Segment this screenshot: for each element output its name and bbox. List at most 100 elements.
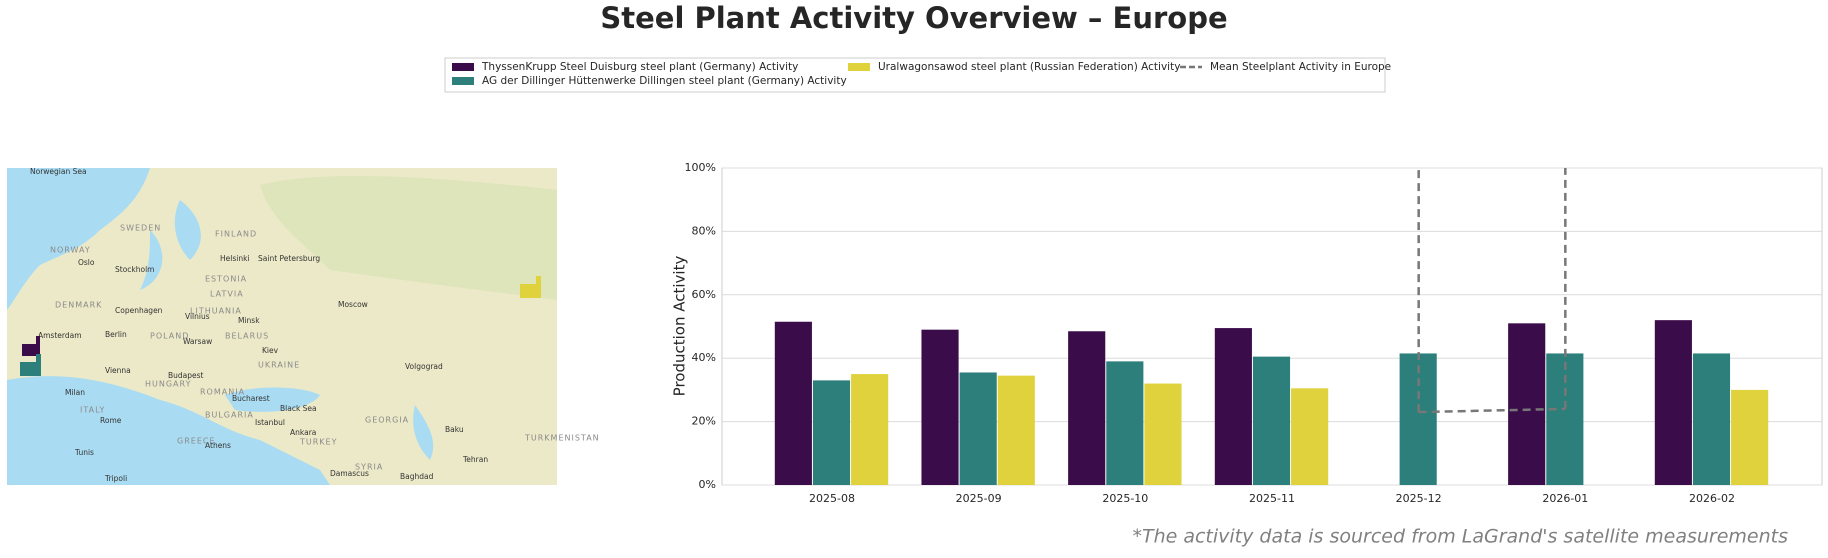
bar	[1291, 388, 1329, 485]
map-label: Berlin	[105, 330, 127, 339]
bar	[1508, 323, 1546, 485]
legend-swatch	[848, 63, 870, 71]
map-label: Tripoli	[104, 474, 127, 483]
map-label: HUNGARY	[145, 380, 191, 389]
map-label: Kiev	[262, 346, 279, 355]
map-label: TURKEY	[299, 438, 338, 447]
bar	[1106, 361, 1144, 485]
bar	[1731, 389, 1769, 485]
map-label: NORWAY	[50, 246, 91, 255]
map-label: Tunis	[74, 448, 94, 457]
map-label: Istanbul	[255, 418, 285, 427]
legend-label: ThyssenKrupp Steel Duisburg steel plant …	[481, 61, 798, 73]
map-label: LATVIA	[210, 290, 244, 299]
map-label: FINLAND	[215, 230, 257, 239]
x-tick-label: 2025-12	[1396, 492, 1442, 505]
map-label: Rome	[100, 416, 122, 425]
bar	[812, 380, 851, 485]
legend-label: Uralwagonsawod steel plant (Russian Fede…	[878, 61, 1180, 73]
plant-marker	[20, 276, 541, 376]
bar	[1252, 356, 1291, 485]
map-label: DENMARK	[55, 301, 102, 310]
map-label: Minsk	[238, 316, 260, 325]
bar	[1399, 353, 1437, 485]
y-tick-label: 100%	[685, 161, 716, 174]
map-label: Oslo	[78, 258, 95, 267]
map-label: LITHUANIA	[190, 307, 242, 316]
map-label: Stockholm	[115, 265, 155, 274]
x-tick-label: 2026-02	[1689, 492, 1735, 505]
legend-label: AG der Dillinger Hüttenwerke Dillingen s…	[482, 75, 847, 87]
map-label: ROMANIA	[200, 388, 245, 397]
bar	[1214, 328, 1252, 485]
bar	[774, 321, 812, 485]
mean-line	[1418, 407, 1566, 414]
map-label: Ankara	[290, 428, 316, 437]
y-axis-label: Production Activity	[671, 256, 689, 397]
legend-swatch	[452, 63, 474, 71]
bar	[1144, 383, 1182, 485]
bar	[921, 329, 959, 485]
bar	[851, 374, 889, 485]
map-label: Helsinki	[220, 254, 250, 263]
map-label: GEORGIA	[365, 416, 409, 425]
map-label: BULGARIA	[205, 411, 254, 420]
map-label: BELARUS	[225, 332, 269, 341]
map-label: Bucharest	[232, 394, 270, 403]
map-label: Saint Petersburg	[258, 254, 320, 263]
x-tick-label: 2025-08	[809, 492, 855, 505]
map-label: Black Sea	[280, 404, 317, 413]
map-label: Athens	[205, 441, 231, 450]
map-label: Volgograd	[405, 362, 443, 371]
map-label: Warsaw	[183, 337, 212, 346]
map-label: GREECE	[177, 437, 216, 446]
map-label: Amsterdam	[38, 331, 82, 340]
map-label: POLAND	[150, 332, 189, 341]
map-label: Milan	[65, 388, 85, 397]
y-tick-label: 0%	[699, 478, 716, 491]
x-tick-label: 2026-01	[1542, 492, 1588, 505]
map-label: Baghdad	[400, 472, 434, 481]
map-label: UKRAINE	[258, 361, 300, 370]
legend-swatch	[452, 77, 474, 85]
map-label: SWEDEN	[120, 224, 161, 233]
map-sea	[413, 405, 434, 460]
map-label: ESTONIA	[205, 275, 247, 284]
y-tick-label: 40%	[692, 351, 716, 364]
legend	[444, 57, 1386, 93]
map-label: ITALY	[80, 406, 105, 415]
bar	[959, 372, 997, 485]
x-tick-label: 2025-09	[956, 492, 1002, 505]
map-label: Norwegian Sea	[30, 167, 87, 176]
map-label: Baku	[445, 425, 464, 434]
map-label: Budapest	[168, 371, 204, 380]
map-forest	[260, 175, 557, 300]
bar	[997, 375, 1035, 485]
x-tick-label: 2025-10	[1102, 492, 1148, 505]
map-label: TURKMENISTAN	[524, 434, 600, 443]
bar	[1546, 353, 1584, 485]
map-sea	[7, 376, 330, 485]
y-tick-label: 60%	[692, 288, 716, 301]
chart-title: Steel Plant Activity Overview – Europe	[600, 1, 1227, 35]
map-sea	[140, 200, 201, 290]
map-label: Damascus	[330, 469, 369, 478]
bar	[1068, 331, 1106, 485]
y-tick-label: 80%	[692, 224, 716, 237]
map-label: Moscow	[338, 300, 368, 309]
map-label: Vilnius	[185, 312, 210, 321]
map-sea	[225, 387, 320, 412]
map-label: Copenhagen	[115, 306, 163, 315]
map-label: SYRIA	[355, 463, 383, 472]
map: Norwegian Sea SWEDEN FINLAND NORWAY Oslo Stoc…	[7, 167, 600, 485]
y-tick-label: 20%	[692, 415, 716, 428]
bar	[1654, 320, 1692, 485]
x-tick-label: 2025-11	[1249, 492, 1295, 505]
bar	[1692, 353, 1731, 485]
footnote: *The activity data is sourced from LaGra…	[1132, 526, 1788, 548]
map-label: Tehran	[462, 455, 488, 464]
map-sea	[7, 168, 150, 310]
legend-label: Mean Steelplant Activity in Europe	[1210, 61, 1391, 73]
